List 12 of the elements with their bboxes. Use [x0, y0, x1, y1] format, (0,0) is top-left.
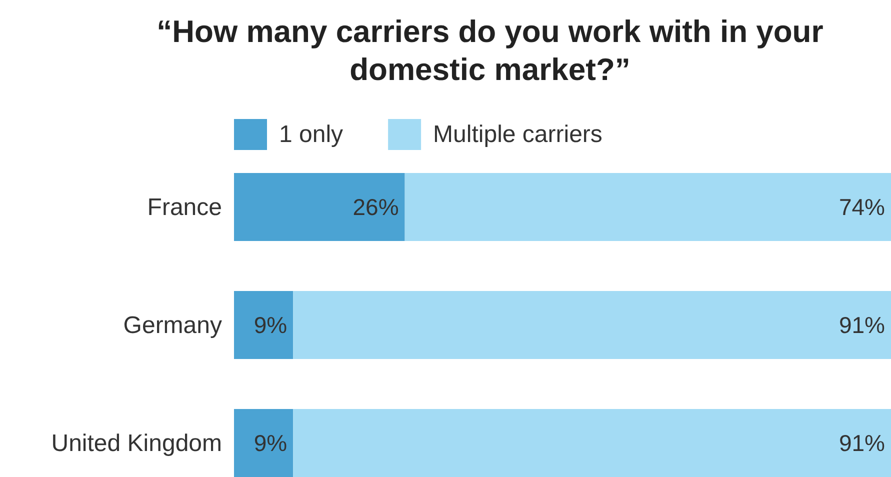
data-label: 91%: [838, 312, 885, 338]
data-label: 26%: [352, 194, 399, 220]
data-label: 9%: [254, 430, 288, 456]
data-label: 9%: [254, 312, 288, 338]
legend-label: Multiple carriers: [433, 121, 602, 148]
data-label: 91%: [838, 430, 885, 456]
y-tick-label: United Kingdom: [51, 430, 222, 457]
data-label: 74%: [838, 194, 885, 220]
chart-title: “How many carriers do you work with in your domestic market?”: [156, 14, 824, 87]
y-tick-label: France: [147, 194, 222, 221]
y-tick-label: Germany: [123, 312, 222, 339]
legend-label: 1 only: [279, 121, 344, 148]
